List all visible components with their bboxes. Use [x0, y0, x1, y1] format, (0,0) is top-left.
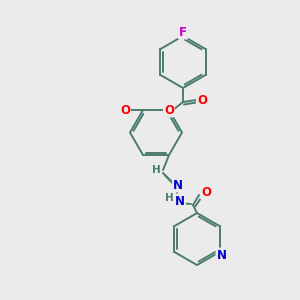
Text: O: O: [120, 103, 130, 116]
Text: O: O: [197, 94, 207, 106]
Text: H: H: [165, 193, 173, 203]
Text: N: N: [173, 178, 183, 191]
Text: F: F: [179, 26, 187, 38]
Text: H: H: [152, 165, 160, 175]
Text: N: N: [175, 194, 185, 208]
Text: O: O: [201, 185, 211, 199]
Text: N: N: [217, 248, 226, 262]
Text: O: O: [164, 103, 174, 116]
